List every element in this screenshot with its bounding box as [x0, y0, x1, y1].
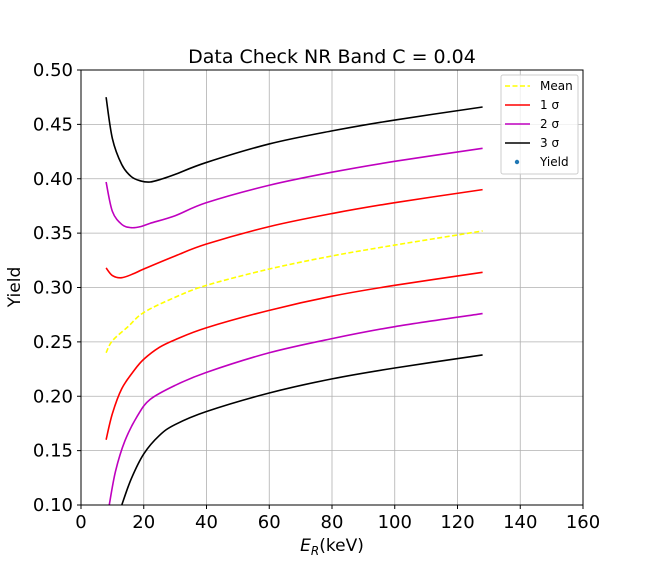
chart-title: Data Check NR Band C = 0.04 [188, 46, 476, 68]
y-tick-label: 0.15 [33, 441, 73, 462]
legend-marker [514, 159, 520, 165]
legend-label: Yield [539, 155, 569, 169]
y-tick-label: 0.40 [33, 169, 73, 190]
series-line-lower1 [105, 271, 483, 440]
x-tick-label: 40 [195, 512, 218, 533]
legend-box [500, 74, 579, 175]
x-tick-label: 120 [440, 512, 474, 533]
y-tick-label: 0.45 [33, 114, 73, 135]
series-line-lower3 [121, 354, 483, 505]
series-lines [105, 97, 483, 505]
series-line-upper1 [105, 188, 483, 279]
y-tick-label: 0.20 [33, 386, 73, 407]
series-line-lower2 [108, 312, 483, 505]
legend-label: 3 σ [540, 136, 559, 150]
series-line-upper3 [105, 97, 483, 183]
y-tick-label: 0.30 [33, 278, 73, 299]
x-tick-label: 100 [378, 512, 412, 533]
legend: Mean 1 σ 2 σ 3 σ Yield [500, 74, 579, 175]
series-line-mean [105, 230, 483, 354]
x-tick-label: 140 [503, 512, 537, 533]
axis-ticks: 0 20 40 60 80 100 120 140 160 0.10 0.15 0.20 0.25 0.3… [33, 60, 600, 533]
y-tick-label: 0.25 [33, 332, 73, 353]
legend-label: 2 σ [540, 117, 559, 131]
y-tick-label: 0.50 [33, 60, 73, 81]
y-tick-label: 0.10 [33, 495, 73, 516]
y-axis-label: Yield [5, 267, 25, 308]
x-tick-label: 20 [132, 512, 155, 533]
series-line-upper2 [105, 147, 483, 229]
x-axis-label: ER(keV) [300, 536, 364, 558]
y-tick-label: 0.35 [33, 223, 73, 244]
x-tick-label: 60 [258, 512, 281, 533]
x-tick-label: 80 [321, 512, 344, 533]
x-tick-label: 160 [566, 512, 600, 533]
legend-label: Mean [540, 79, 573, 93]
legend-label: 1 σ [540, 98, 559, 112]
x-tick-label: 0 [75, 512, 86, 533]
